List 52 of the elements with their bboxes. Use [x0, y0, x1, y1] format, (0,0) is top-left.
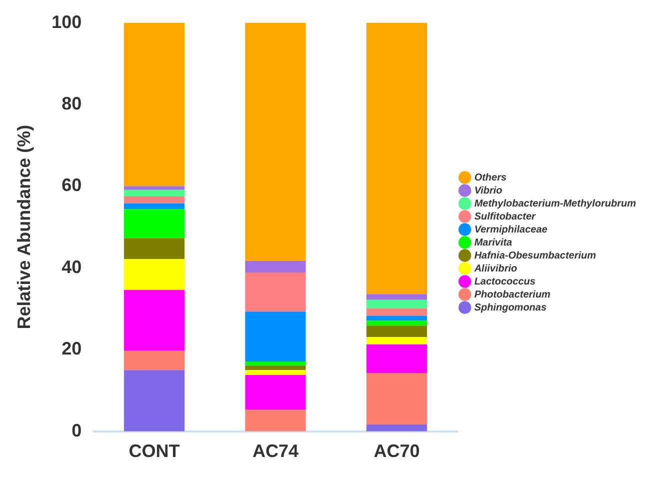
bar — [124, 209, 185, 238]
bar — [366, 337, 428, 344]
bar — [245, 272, 306, 312]
y-tick-label: 20 — [62, 338, 82, 359]
bar — [245, 370, 306, 376]
bar — [366, 294, 428, 300]
bar — [245, 312, 306, 362]
bar — [124, 186, 185, 190]
bar — [124, 290, 185, 351]
y-axis-title: Relative Abundance (%) — [14, 124, 34, 330]
bar — [366, 308, 428, 316]
bar — [366, 344, 428, 373]
legend-label: Vermiphilaceae — [474, 224, 548, 236]
bar — [366, 22, 428, 294]
legend-label: Vibrio — [474, 185, 502, 196]
bar — [124, 22, 185, 186]
y-tick-label: 0 — [72, 420, 82, 440]
bar — [366, 372, 428, 424]
legend-label: Others — [474, 172, 507, 184]
bar — [124, 238, 185, 259]
bar — [245, 362, 306, 366]
legend-label: Methylobacterium-Methylorubrum — [474, 198, 636, 210]
bar — [366, 320, 428, 326]
bar — [124, 203, 185, 210]
bar — [124, 370, 185, 432]
bar — [245, 22, 306, 262]
bar — [245, 410, 306, 432]
legend-label: Lactococcus — [474, 276, 536, 288]
y-tick-label: 100 — [52, 12, 82, 32]
bar — [124, 190, 185, 196]
x-tick-label: AC74 — [252, 441, 298, 462]
legend-label: Photobacterium — [474, 289, 551, 300]
bar — [366, 300, 428, 308]
y-tick-label: 60 — [62, 175, 82, 196]
bar — [366, 326, 428, 338]
bar — [245, 366, 306, 370]
bar — [124, 196, 185, 204]
bar — [124, 350, 185, 370]
x-tick-label: CONT — [128, 441, 180, 462]
legend-label: Marivita — [474, 237, 513, 248]
legend-label: Sphingomonas — [474, 302, 547, 314]
bar — [124, 258, 185, 290]
legend-label: Sulfitobacter — [474, 211, 537, 222]
bar — [245, 375, 306, 410]
bar — [366, 424, 428, 432]
legend-label: Aliivibrio — [473, 263, 518, 274]
x-tick-label: AC70 — [374, 441, 420, 462]
legend-label: Hafnia-Obesumbacterium — [474, 250, 596, 262]
bar — [366, 316, 428, 321]
y-tick-label: 40 — [62, 256, 82, 277]
bar — [245, 261, 306, 272]
y-tick-label: 80 — [62, 93, 82, 114]
